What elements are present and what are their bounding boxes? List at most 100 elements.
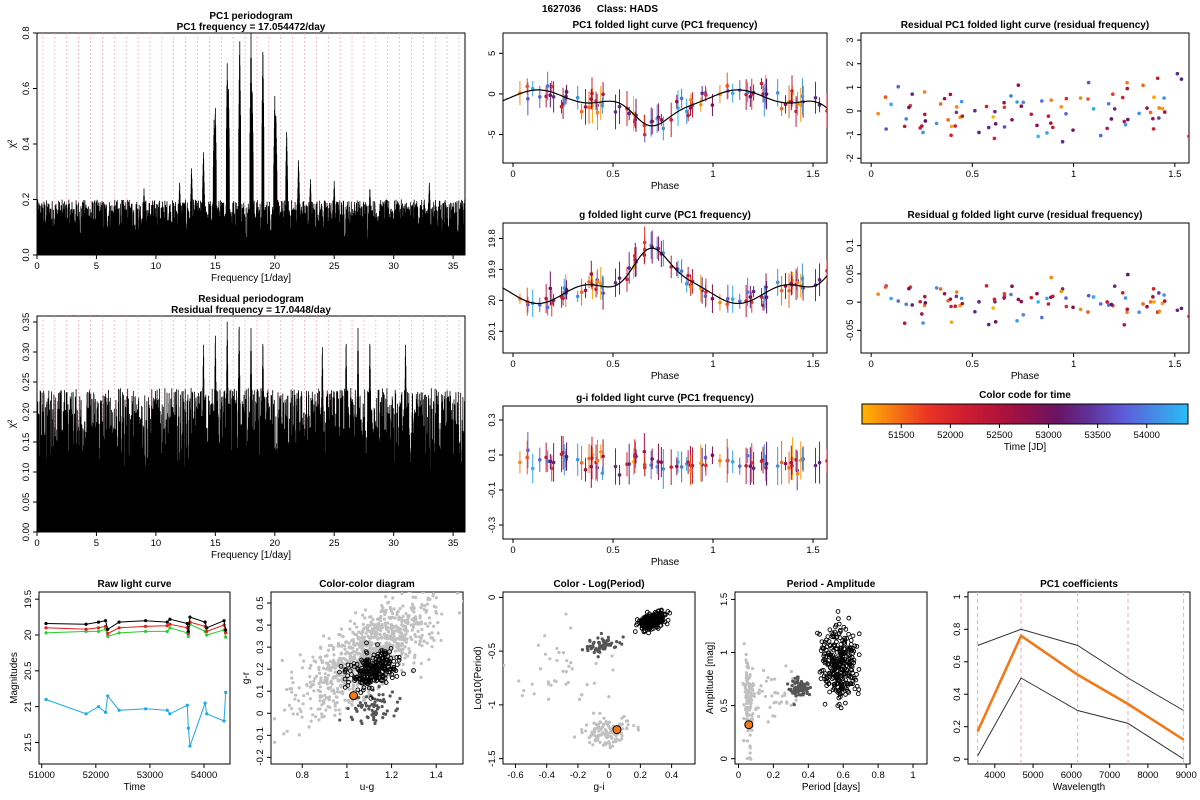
outlined-point xyxy=(850,646,856,651)
outlined-point xyxy=(821,645,827,651)
outlined-point xyxy=(368,695,374,701)
background-point xyxy=(325,654,329,658)
g-folded-title: g folded light curve (PC1 frequency) xyxy=(579,210,751,221)
data-point xyxy=(1091,295,1096,299)
data-point xyxy=(613,110,618,114)
background-point xyxy=(766,720,770,724)
background-point xyxy=(747,697,751,701)
background-point xyxy=(355,683,359,687)
outlined-point xyxy=(370,673,375,679)
data-point xyxy=(883,285,888,289)
residual-pc1-folded-panel: Residual PC1 folded light curve (residua… xyxy=(845,20,1190,180)
background-point xyxy=(337,708,341,712)
background-point xyxy=(358,639,363,644)
highlight-point xyxy=(744,720,754,730)
data-point xyxy=(726,296,730,301)
data-point xyxy=(617,104,622,109)
dark-point xyxy=(395,700,400,704)
data-point xyxy=(1016,297,1021,302)
background-point xyxy=(750,717,754,721)
data-point xyxy=(942,291,947,296)
dark-point xyxy=(398,696,402,701)
background-point xyxy=(386,626,390,630)
data-point xyxy=(921,130,925,135)
g-i-folded-panel: g-i folded light curve (PC1 frequency) 0 0… xyxy=(487,393,828,568)
dark-point xyxy=(390,690,394,694)
x-tick-label: 53000 xyxy=(137,770,163,781)
series-r-point xyxy=(168,622,172,626)
dark-point xyxy=(596,655,600,659)
data-point xyxy=(642,463,647,467)
outlined-point xyxy=(394,674,400,679)
background-point xyxy=(410,617,414,622)
outlined-point xyxy=(855,691,861,697)
dark-point xyxy=(796,690,800,694)
background-point xyxy=(293,697,297,701)
x-tick-label: 54000 xyxy=(191,770,217,781)
data-point xyxy=(625,277,629,282)
background-point xyxy=(578,697,582,701)
background-point xyxy=(294,693,298,697)
background-point xyxy=(336,678,340,682)
dark-point xyxy=(612,645,617,649)
background-point xyxy=(335,690,339,694)
background-point xyxy=(339,652,344,656)
data-point xyxy=(1148,110,1153,115)
background-point xyxy=(588,734,593,738)
series-g-line xyxy=(45,623,227,638)
data-point xyxy=(1045,296,1049,301)
x-tick-label: 0 xyxy=(868,359,873,370)
background-point xyxy=(426,624,430,628)
background-point xyxy=(290,686,294,691)
data-point xyxy=(526,448,530,453)
outlined-point xyxy=(837,670,843,675)
outlined-point xyxy=(364,657,370,663)
background-point xyxy=(743,690,747,694)
pc1-periodogram-title: PC1 periodogram xyxy=(209,11,292,22)
background-point xyxy=(392,607,396,611)
background-point xyxy=(596,722,601,726)
y-tick-label: 5 xyxy=(487,51,498,56)
dark-point xyxy=(805,681,809,685)
data-point xyxy=(1145,106,1149,110)
data-point xyxy=(1137,310,1141,314)
background-point xyxy=(361,637,365,641)
x-tick-label: -0.4 xyxy=(539,770,555,781)
data-point xyxy=(813,463,818,468)
background-point xyxy=(323,672,327,676)
outlined-point xyxy=(844,636,850,641)
series-i-point xyxy=(165,620,169,624)
residual-g-folded-title: Residual g folded light curve (residual … xyxy=(907,210,1142,221)
x-tick-label: 1.5 xyxy=(806,545,819,556)
dark-point xyxy=(597,640,601,645)
background-point xyxy=(745,678,749,682)
data-point xyxy=(525,455,530,460)
background-point xyxy=(754,706,758,711)
background-point xyxy=(456,592,460,595)
data-point xyxy=(751,466,756,471)
data-point xyxy=(1125,80,1129,85)
background-point xyxy=(408,635,413,639)
outlined-point xyxy=(655,626,661,631)
y-tick-label: 0.00 xyxy=(21,523,32,542)
data-point xyxy=(710,103,715,107)
outlined-point xyxy=(391,658,397,664)
background-point xyxy=(748,707,752,712)
background-point xyxy=(323,678,327,682)
background-point xyxy=(419,605,423,610)
outlined-point xyxy=(831,647,836,653)
background-point xyxy=(353,653,357,658)
data-point xyxy=(922,303,927,308)
background-point xyxy=(436,620,440,625)
background-point xyxy=(427,632,431,636)
outlined-point xyxy=(831,633,836,639)
background-point xyxy=(593,739,597,743)
series-r-point xyxy=(44,626,48,630)
background-point xyxy=(399,617,404,621)
data-point xyxy=(910,92,915,96)
background-point xyxy=(347,641,351,645)
x-tick-label: 9000 xyxy=(1176,770,1197,781)
background-point xyxy=(376,617,380,621)
data-point xyxy=(650,119,654,124)
outlined-point xyxy=(411,668,416,673)
